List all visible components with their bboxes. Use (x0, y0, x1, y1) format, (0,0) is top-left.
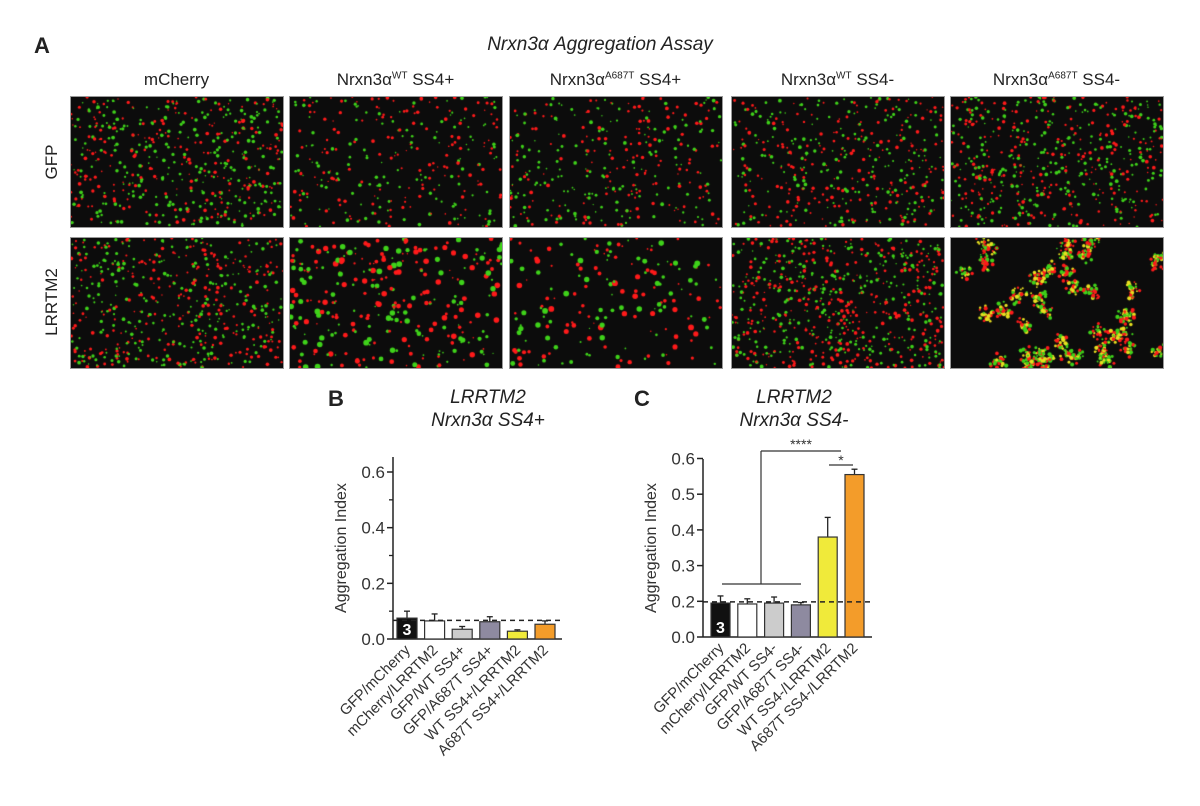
panel-a-title: Nrxn3α Aggregation Assay (487, 34, 713, 55)
bar-n-label: 3 (716, 620, 725, 637)
bar (763, 602, 785, 638)
y-tick-label: 0.5 (671, 485, 695, 504)
panel-b-letter: B (328, 386, 344, 411)
microscopy-image-gfp-3 (509, 96, 723, 228)
y-tick-label: 0.2 (361, 574, 385, 593)
column-label-sup: A687T (1048, 70, 1078, 82)
y-tick-label: 0.3 (671, 557, 695, 576)
column-label: mCherry (70, 70, 283, 90)
bar (817, 536, 838, 638)
column-label-suffix: SS4- (851, 70, 895, 89)
panel-c-title-line1: LRRTM2 (756, 387, 832, 408)
bar (737, 603, 758, 638)
column-label: Nrxn3αWT SS4- (731, 70, 944, 90)
significance-label: **** (790, 436, 812, 452)
bar (506, 630, 528, 640)
column-label-base: Nrxn3α (549, 70, 605, 89)
column-label: Nrxn3αA687T SS4- (950, 70, 1163, 90)
panel-c-title-line2: Nrxn3α SS4- (739, 410, 849, 431)
y-tick-label: 0.0 (671, 628, 695, 647)
microscopy-image-gfp-2 (289, 96, 503, 228)
panel-a-letter: A (34, 33, 50, 58)
y-tick-label: 0.0 (361, 630, 385, 649)
column-label-base: Nrxn3α (780, 70, 837, 89)
column-label: Nrxn3αWT SS4+ (289, 70, 502, 90)
microscopy-image-lrrtm2-3 (509, 237, 723, 369)
column-label-suffix: SS4+ (634, 70, 682, 89)
column-label-sup: WT (836, 70, 852, 82)
column-label-base: Nrxn3α (336, 70, 392, 89)
bar (479, 621, 501, 640)
column-label-base: Nrxn3α (992, 70, 1049, 89)
significance-label: * (838, 452, 844, 468)
bar (534, 623, 556, 640)
y-tick-label: 0.6 (671, 450, 695, 469)
bar (790, 604, 812, 638)
column-label-suffix: SS4+ (407, 70, 455, 89)
panel-c-letter: C (634, 386, 650, 411)
microscopy-image-gfp-1 (70, 96, 284, 228)
microscopy-image-gfp-5 (950, 96, 1164, 228)
bar (396, 617, 418, 640)
panel-b-title: LRRTM2 Nrxn3α SS4+ (368, 386, 608, 432)
microscopy-image-lrrtm2-1 (70, 237, 284, 369)
panel-b-title-line2: Nrxn3α SS4+ (431, 410, 545, 431)
microscopy-image-lrrtm2-5 (950, 237, 1164, 369)
panel-c-title: LRRTM2 Nrxn3α SS4- (674, 386, 914, 432)
microscopy-image-lrrtm2-4 (731, 237, 945, 369)
column-label-sup: A687T (604, 70, 635, 82)
y-tick-label: 0.4 (361, 519, 385, 538)
y-axis-label: Aggregation Index (333, 483, 350, 613)
bar (710, 602, 731, 638)
column-label-suffix: SS4- (1077, 70, 1121, 89)
y-tick-label: 0.2 (671, 592, 695, 611)
column-label-base: mCherry (143, 70, 210, 89)
bar (424, 620, 446, 640)
bar (451, 628, 473, 640)
column-label: Nrxn3αA687T SS4+ (509, 70, 722, 90)
panel-b-title-line1: LRRTM2 (450, 387, 526, 408)
column-label-sup: WT (391, 70, 408, 82)
y-tick-label: 0.6 (361, 463, 385, 482)
y-axis-label: Aggregation Index (643, 483, 660, 613)
microscopy-image-gfp-4 (731, 96, 945, 228)
microscopy-image-lrrtm2-2 (289, 237, 503, 369)
bar (844, 473, 865, 638)
bar-n-label: 3 (403, 622, 412, 639)
y-tick-label: 0.4 (671, 521, 695, 540)
